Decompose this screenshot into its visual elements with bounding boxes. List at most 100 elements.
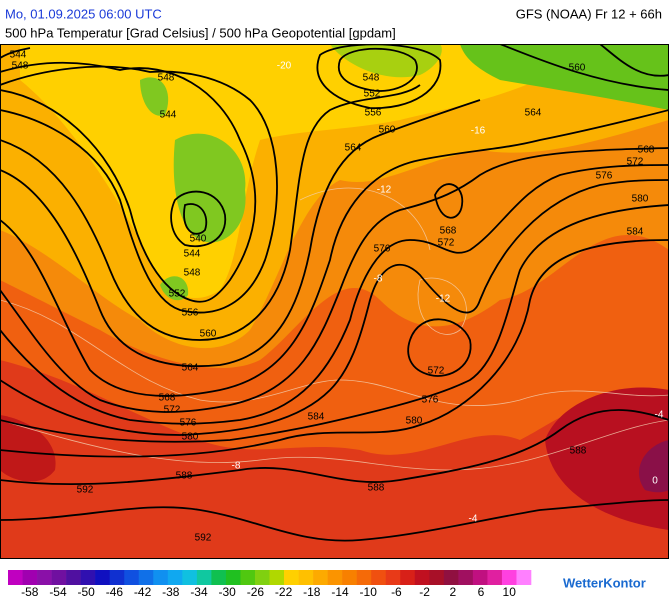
legend-tick-label: -46 [106, 585, 124, 599]
legend-swatch [51, 570, 67, 585]
temperature-label: -8 [374, 274, 383, 285]
legend-tick-label: 6 [478, 585, 485, 599]
legend-swatch [167, 570, 183, 585]
legend-swatch [284, 570, 299, 585]
contour-label: 556 [182, 308, 199, 319]
legend-tick-label: -26 [247, 585, 265, 599]
legend-swatch [240, 570, 256, 585]
contour-label: 564 [525, 108, 542, 119]
legend-swatch [400, 570, 416, 585]
legend-tick-label: -58 [21, 585, 39, 599]
contour-label: 572 [627, 157, 644, 168]
legend-swatch [22, 570, 38, 585]
legend-swatch [443, 570, 459, 585]
contour-label: 572 [164, 405, 181, 416]
subtitle: 500 hPa Temperatur [Grad Celsius] / 500 … [5, 25, 396, 40]
legend-swatch [458, 570, 474, 585]
legend-tick-label: 2 [449, 585, 456, 599]
model-label: GFS (NOAA) Fr 12 + 66h [516, 6, 662, 21]
legend-tick-label: -30 [219, 585, 237, 599]
legend-swatch [138, 570, 154, 585]
temperature-label: -16 [471, 126, 486, 137]
temperature-label: -8 [232, 461, 241, 472]
legend-swatch [472, 570, 488, 585]
legend-swatch [66, 570, 81, 585]
legend-swatch [95, 570, 110, 585]
legend-swatch [269, 570, 285, 585]
contour-label: 584 [308, 412, 325, 423]
contour-label: 576 [422, 395, 439, 406]
contour-label: 560 [200, 329, 217, 340]
map: 5445485485445405445485525565605645685725… [0, 44, 669, 559]
legend-tick-label: -42 [134, 585, 152, 599]
contour-label: 556 [365, 108, 382, 119]
contour-label: 564 [345, 143, 362, 154]
legend-swatch [371, 570, 387, 585]
contour-label: 540 [190, 234, 207, 245]
legend-swatch [501, 570, 517, 585]
contour-label: 548 [184, 268, 201, 279]
brand-logo: WetterKontor [563, 575, 646, 590]
legend-tick-label: -38 [162, 585, 180, 599]
legend-tick-label: -54 [49, 585, 67, 599]
contour-label: 572 [428, 366, 445, 377]
contour-label: 576 [596, 171, 613, 182]
contour-label: 560 [379, 125, 396, 136]
legend-swatch [385, 570, 401, 585]
temperature-label: -12 [377, 185, 392, 196]
temperature-label: 0 [652, 476, 658, 487]
legend-swatch [8, 570, 23, 585]
legend-swatch [414, 570, 430, 585]
legend-tick-label: -6 [391, 585, 402, 599]
contour-label: 544 [184, 249, 201, 260]
contour-label: 552 [169, 289, 186, 300]
contour-label: 580 [182, 432, 199, 443]
contour-label: 568 [638, 145, 655, 156]
legend-tick-label: -34 [190, 585, 208, 599]
legend-swatch [254, 570, 270, 585]
contour-label: 548 [158, 73, 175, 84]
contour-label: 588 [176, 471, 193, 482]
contour-label: 580 [632, 194, 649, 205]
legend-swatch [516, 570, 532, 585]
color-legend: -58 -54 -50 -46 -42 -38 -34 -30 -26 -22 -18 -14 -10-… [8, 570, 532, 599]
legend-swatch [313, 570, 328, 585]
contour-label: 584 [627, 227, 644, 238]
contour-label: 544 [160, 110, 177, 121]
contour-label: 544 [10, 50, 27, 61]
contour-label: 592 [77, 485, 94, 496]
legend-swatch [153, 570, 169, 585]
contour-label: 588 [368, 483, 385, 494]
legend-tick-label: -50 [78, 585, 96, 599]
contour-label: 572 [438, 238, 455, 249]
legend-swatch [80, 570, 96, 585]
legend-tick-label: -22 [275, 585, 293, 599]
legend-swatch [327, 570, 343, 585]
date-label: Mo, 01.09.2025 06:00 UTC [5, 6, 162, 21]
legend-swatch [37, 570, 52, 585]
legend-swatch [109, 570, 125, 585]
legend-swatch [356, 570, 372, 585]
legend-tick-label: -2 [419, 585, 430, 599]
legend-swatch [124, 570, 140, 585]
contour-label: 548 [363, 73, 380, 84]
legend-swatch [225, 570, 241, 585]
contour-label: 588 [570, 446, 587, 457]
contour-label: 592 [195, 533, 212, 544]
temperature-label: -20 [277, 61, 292, 72]
contour-label: 568 [159, 393, 176, 404]
contour-label: 560 [569, 63, 586, 74]
legend-swatch [182, 570, 198, 585]
legend-tick-label: 10 [503, 585, 517, 599]
legend-swatch [196, 570, 212, 585]
legend-swatch [487, 570, 503, 585]
legend-tick-label: -10 [360, 585, 378, 599]
contour-label: 548 [12, 61, 29, 72]
legend-swatch [342, 570, 357, 585]
contour-label: 568 [440, 226, 457, 237]
temperature-label: -4 [655, 410, 664, 421]
legend-swatch [429, 570, 445, 585]
legend-swatch [211, 570, 227, 585]
temperature-label: -4 [469, 514, 478, 525]
